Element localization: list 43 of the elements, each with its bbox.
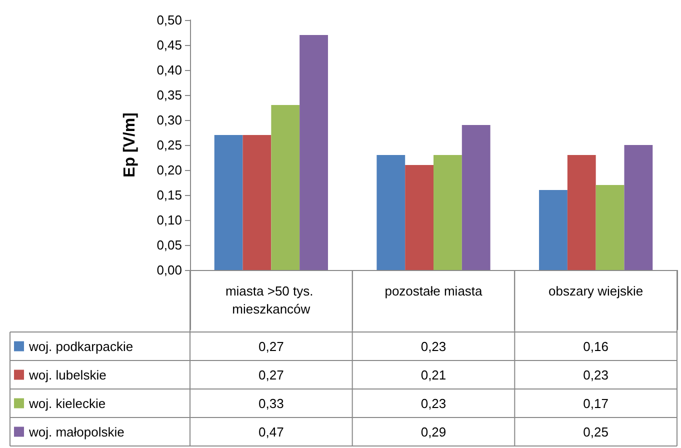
data-label: 0,25 bbox=[583, 424, 608, 440]
data-label: 0,17 bbox=[583, 396, 608, 411]
bar bbox=[300, 35, 328, 270]
x-tick-label: pozostałe miasta bbox=[384, 284, 484, 298]
y-tick-label: 0,00 bbox=[156, 262, 182, 278]
bar bbox=[624, 145, 653, 270]
bar bbox=[434, 155, 462, 270]
y-tick-label: 0,10 bbox=[156, 212, 182, 228]
bar bbox=[462, 125, 490, 270]
y-tick-label: 0,05 bbox=[156, 238, 182, 252]
y-tick-label: 0,45 bbox=[156, 38, 182, 52]
data-label: 0,27 bbox=[258, 338, 284, 354]
data-label: 0,27 bbox=[258, 367, 284, 382]
y-axis-title: Ep [V/m] bbox=[122, 112, 138, 178]
data-label: 0,29 bbox=[420, 424, 446, 440]
data-label: 0,33 bbox=[258, 396, 284, 411]
bar bbox=[376, 155, 406, 270]
y-tick-label: 0,15 bbox=[156, 188, 182, 202]
bar bbox=[596, 185, 624, 270]
y-tick-label: 0,40 bbox=[156, 62, 182, 78]
y-tick-label: 0,30 bbox=[156, 112, 182, 128]
data-label: 0,16 bbox=[583, 338, 608, 354]
data-label: 0,47 bbox=[258, 424, 284, 440]
bar bbox=[539, 190, 568, 270]
x-tick-label: obszary wiejskie bbox=[548, 284, 644, 298]
data-label: 0,23 bbox=[583, 367, 608, 382]
x-tick-label: miasta >50 tys. mieszkanców bbox=[225, 284, 317, 316]
y-tick-label: 0,20 bbox=[156, 162, 182, 178]
legend-label: woj. lubelskie bbox=[28, 367, 106, 382]
y-tick-label: 0,50 bbox=[156, 12, 182, 28]
data-label: 0,23 bbox=[420, 396, 446, 411]
data-label: 0,23 bbox=[420, 338, 446, 354]
y-tick-label: 0,25 bbox=[156, 138, 182, 152]
bar bbox=[567, 155, 596, 270]
bar bbox=[405, 165, 434, 270]
y-tick-label: 0,35 bbox=[156, 88, 182, 102]
legend-label: woj. podkarpackie bbox=[28, 338, 134, 354]
bar bbox=[214, 135, 243, 270]
bar bbox=[242, 135, 272, 270]
legend-label: woj. kieleckie bbox=[28, 396, 106, 411]
bar bbox=[271, 105, 300, 270]
data-label: 0,21 bbox=[420, 367, 446, 382]
legend-label: woj. małopolskie bbox=[28, 424, 124, 440]
